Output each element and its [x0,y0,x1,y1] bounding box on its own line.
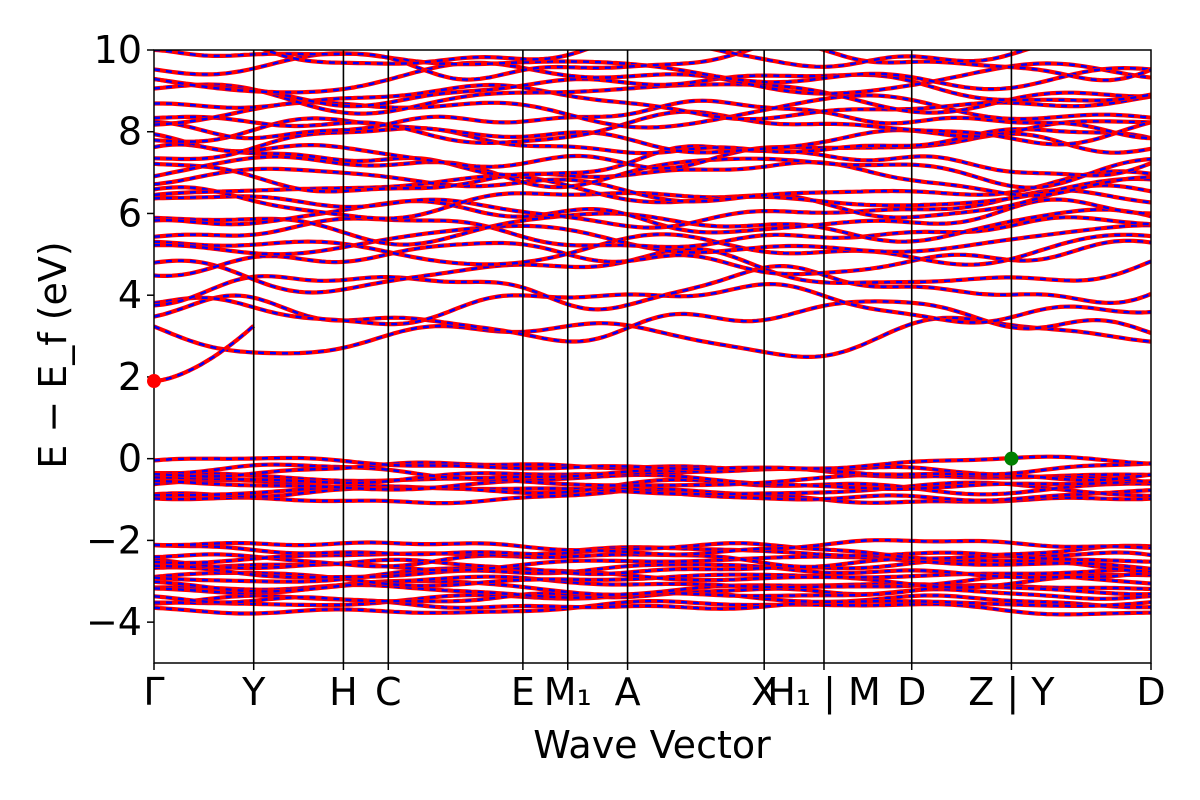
x-tick-label: X [751,670,777,714]
band-line-blue [154,73,1151,108]
band-line-red [154,166,1151,204]
band-line-red [154,82,1151,122]
band-line-blue [154,160,1151,197]
band-line-blue [154,94,1151,129]
x-tick-label: D [1136,670,1165,714]
band-line-red [154,232,1151,267]
x-tick-label: Γ [143,670,164,714]
band-line-blue [154,542,1151,560]
band-line-blue [154,486,1151,502]
band-edge-marker [147,374,161,389]
band-line-blue [262,50,1030,68]
x-ticks: Γ Y H C E M₁ A XH₁ | M D Z | Y D [143,663,1166,715]
x-tick-label: A [615,670,641,714]
y-ticks: −4 −2 0 2 4 6 8 10 [86,28,154,644]
band-line-blue [154,126,1151,161]
band-line-blue [154,247,1151,294]
x-tick-label: H₁ | M [767,670,881,715]
y-tick-label: 8 [118,110,142,154]
band-line-blue [154,184,1151,220]
band-line-blue [154,50,1151,82]
y-tick-label: 6 [118,191,142,235]
band-line-blue [154,455,1151,470]
band-line-red [154,215,1151,250]
band-lines [154,50,1151,617]
y-axis-label: E − E_f (eV) [31,241,75,469]
band-line-blue [154,590,1151,608]
band-line-red [154,60,1151,96]
band-line-blue [154,282,1151,326]
y-tick-label: 2 [118,355,142,399]
band-line-blue [154,539,1151,556]
band-line-blue [154,478,1151,496]
y-tick-label: −2 [86,518,142,562]
band-line-blue [154,563,1151,579]
band-edge-marker [1004,451,1019,466]
band-line-blue [154,461,1151,478]
y-tick-label: −4 [86,600,142,644]
band-line-blue [154,599,1151,616]
plot-frame [153,49,1152,664]
band-line-blue [154,132,1151,170]
conduction-band-blue [154,324,255,383]
x-tick-label: M₁ [544,670,592,714]
x-tick-label: H [329,670,358,714]
band-line-blue [154,316,1151,359]
markers [147,374,1019,466]
band-line-blue [154,208,1151,246]
band-line-red [154,264,1151,312]
band-line-blue [154,574,1151,593]
band-line-blue [154,473,1151,491]
band-line-blue [154,587,1151,604]
band-line-blue [154,594,1151,610]
band-line-blue [154,571,1151,589]
x-axis-label: Wave Vector [533,723,771,767]
y-tick-label: 10 [94,28,142,72]
band-line-red [259,50,1033,69]
band-line-red [154,188,1151,230]
x-tick-label: Y [241,670,266,714]
band-line-blue [154,117,1151,154]
band-line-blue [154,99,1151,140]
band-line-blue [154,558,1151,576]
y-tick-label: 4 [118,273,142,317]
x-tick-label: D [897,670,926,714]
band-line-blue [154,239,1151,278]
x-tick-label: Z | Y [968,670,1055,715]
band-line-blue [154,110,1151,146]
x-tick-label: C [375,670,402,714]
x-tick-label: E [511,670,535,714]
band-line-red [154,173,1151,208]
kpoint-separators [252,50,1013,663]
y-tick-label: 0 [118,437,142,481]
band-line-blue [154,555,1151,572]
band-line-blue [154,264,1151,311]
